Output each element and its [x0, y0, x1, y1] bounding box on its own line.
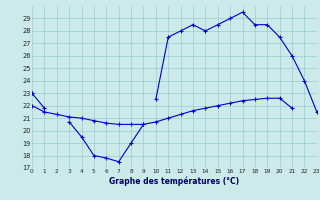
X-axis label: Graphe des températures (°C): Graphe des températures (°C) — [109, 177, 239, 186]
